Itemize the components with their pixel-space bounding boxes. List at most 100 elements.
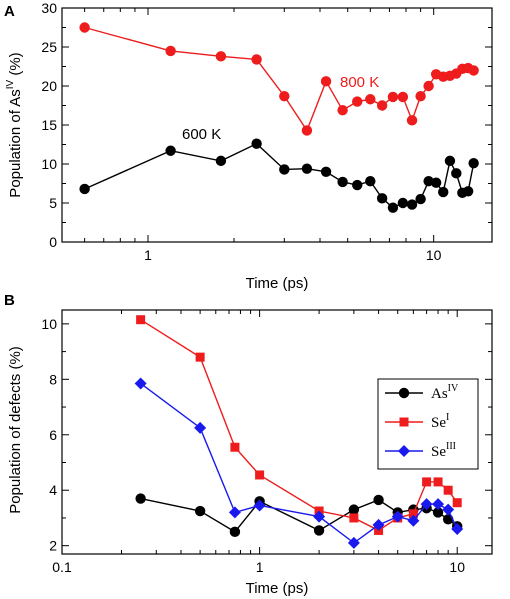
series-a-0-point	[415, 90, 426, 102]
series-b-1-point	[443, 485, 453, 495]
series-a-1-point	[397, 197, 409, 209]
series-b-0-point	[135, 493, 146, 504]
x-tick-label: 1	[144, 247, 152, 263]
series-a-1-point	[365, 175, 376, 187]
x-tick-label: 10	[449, 559, 465, 575]
series-b-0-point	[348, 504, 360, 515]
series-a-1-point	[468, 158, 479, 169]
series-b-2-point	[253, 499, 266, 512]
series-a-1-point	[301, 163, 313, 174]
series-b-2-point	[228, 506, 241, 519]
y-tick-label: 30	[41, 0, 57, 16]
panel-a-ylabel: Population of AsIV (%)	[5, 52, 24, 197]
series-a-1-point	[438, 186, 449, 198]
legend-label-sup: III	[446, 441, 456, 452]
series-b-1-point	[230, 442, 240, 452]
series-b-2-point	[420, 498, 433, 511]
panel-b-letter: B	[4, 292, 15, 309]
series-a-0-point	[365, 94, 376, 105]
series-a-0-point	[376, 100, 388, 111]
series-a-1-point	[251, 138, 262, 149]
legend-label-base: Se	[431, 444, 446, 460]
y-tick-label: 6	[49, 427, 57, 443]
series-a-0-point	[387, 91, 399, 103]
series-a-1-point	[430, 177, 442, 188]
legend-marker	[398, 445, 410, 457]
panel-b-ticks: 0.1 1 10 2 4 6 8 10	[41, 310, 492, 575]
series-a-1-point	[279, 164, 290, 175]
series-a-0-point	[468, 65, 479, 76]
series-b-2-point	[347, 536, 360, 549]
series-b-2-point	[194, 421, 207, 434]
series-a-0-point	[337, 104, 348, 116]
series-a-1-point	[79, 183, 90, 195]
legend-label-sup: IV	[448, 383, 459, 394]
series-a-1-point	[406, 199, 418, 210]
legend-label-base: Se	[431, 415, 446, 431]
series-b-1-point	[422, 477, 432, 487]
series-a-1-point	[387, 202, 399, 213]
series-b-1-point	[349, 513, 359, 523]
panel-a-ticks: 1 10 0 5 10 15 20 25 30	[41, 0, 492, 263]
y-tick-label: 0	[49, 234, 57, 250]
panel-a-ylabel-suffix: (%)	[7, 52, 24, 80]
series-a-1-point	[415, 193, 426, 205]
panel-a-letter: A	[4, 3, 15, 20]
legend-box	[377, 378, 479, 470]
panel-b-ylabel: Population of defects (%)	[7, 346, 24, 514]
x-tick-label: 1	[256, 559, 264, 575]
series-a-1-point	[165, 145, 176, 156]
panel-a-series	[79, 22, 479, 213]
panel-b-frame	[61, 309, 493, 555]
series-a-0-point	[165, 45, 176, 57]
legend-label: SeI	[431, 412, 449, 431]
legend-label-base: As	[431, 386, 448, 402]
series-a-0-point	[406, 115, 418, 126]
series-a-0-point	[251, 54, 262, 65]
series-a-1-point	[352, 179, 363, 191]
series-b-0-point	[194, 505, 206, 517]
series-a-0-point	[423, 80, 434, 92]
series-b-0-point	[442, 514, 454, 525]
series-a-1-point	[376, 193, 388, 204]
y-tick-label: 2	[49, 538, 57, 554]
series-b-1-point	[195, 352, 205, 362]
panel-a-frame	[61, 7, 493, 243]
legend-label: AsIV	[431, 383, 459, 402]
series-a-1-line	[84, 142, 475, 209]
series-a-0-point	[320, 76, 332, 87]
series-b-0-point	[229, 526, 241, 538]
annotation-800k: 800 K	[340, 74, 379, 91]
series-b-2-point	[442, 503, 455, 516]
y-tick-label: 10	[41, 316, 57, 332]
series-b-0-point	[373, 494, 384, 506]
series-b-2-point	[407, 514, 420, 527]
series-b-1-point	[136, 315, 146, 325]
panel-b: B 0.1 1 10 2 4 6 8 10 Time (ps) Population of d…	[4, 292, 493, 597]
legend-label-sup: I	[446, 412, 449, 423]
y-tick-label: 10	[41, 156, 57, 172]
y-tick-label: 4	[49, 482, 57, 498]
series-b-2-point	[432, 498, 445, 511]
panel-a-ylabel-prefix: Population of As	[7, 89, 24, 197]
series-b-1-point	[255, 470, 265, 480]
series-a-0-line	[84, 26, 474, 132]
y-tick-label: 15	[41, 117, 57, 133]
series-a-1-point	[451, 168, 462, 179]
legend-label: SeIII	[431, 441, 456, 460]
series-a-1-point	[462, 186, 474, 197]
series-b-1-point	[408, 509, 418, 519]
series-b-1-point	[433, 477, 443, 487]
series-b-2-point	[372, 518, 385, 531]
y-tick-label: 25	[41, 39, 57, 55]
series-b-2-point	[391, 510, 404, 523]
series-a-1-point	[215, 155, 227, 167]
series-b-0-point	[313, 525, 325, 536]
series-a-0-point	[215, 51, 227, 62]
series-a-1-point	[337, 176, 348, 188]
series-a-0-point	[352, 96, 363, 107]
